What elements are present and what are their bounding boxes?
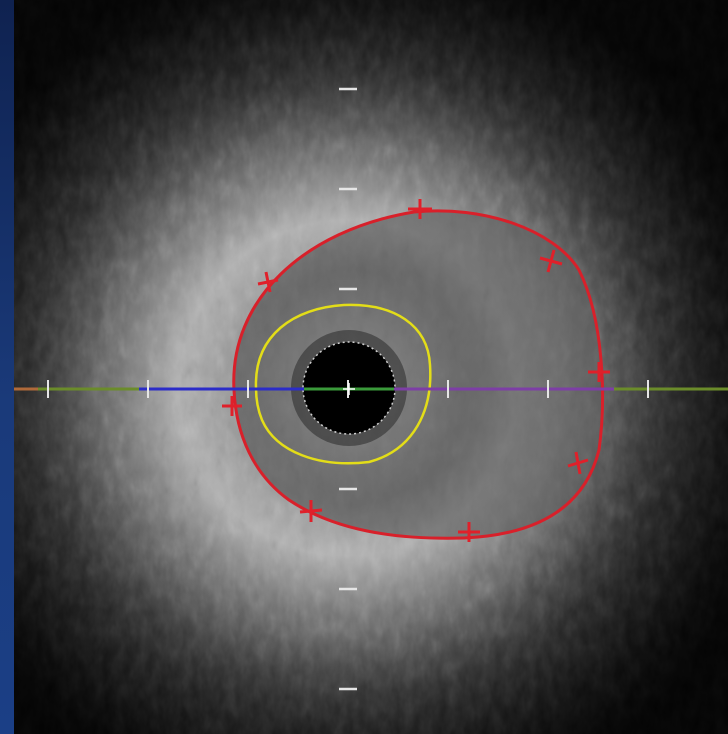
inner-border-contour (254, 303, 432, 465)
control-point (299, 500, 323, 522)
lumen-region (233, 210, 603, 539)
horizontal-ticks (47, 380, 649, 398)
control-point (408, 199, 432, 219)
outer-border-contour (232, 209, 604, 540)
control-point (567, 451, 589, 475)
control-point (539, 249, 563, 273)
vertical-ticks (339, 87, 357, 691)
outer-border-control-points (222, 199, 610, 542)
center-crosshair (343, 383, 355, 395)
control-point (257, 271, 279, 293)
ivus-image (14, 0, 728, 734)
control-point (588, 362, 610, 382)
ivus-canvas (14, 0, 728, 734)
control-point (222, 396, 242, 416)
control-point (458, 522, 480, 542)
